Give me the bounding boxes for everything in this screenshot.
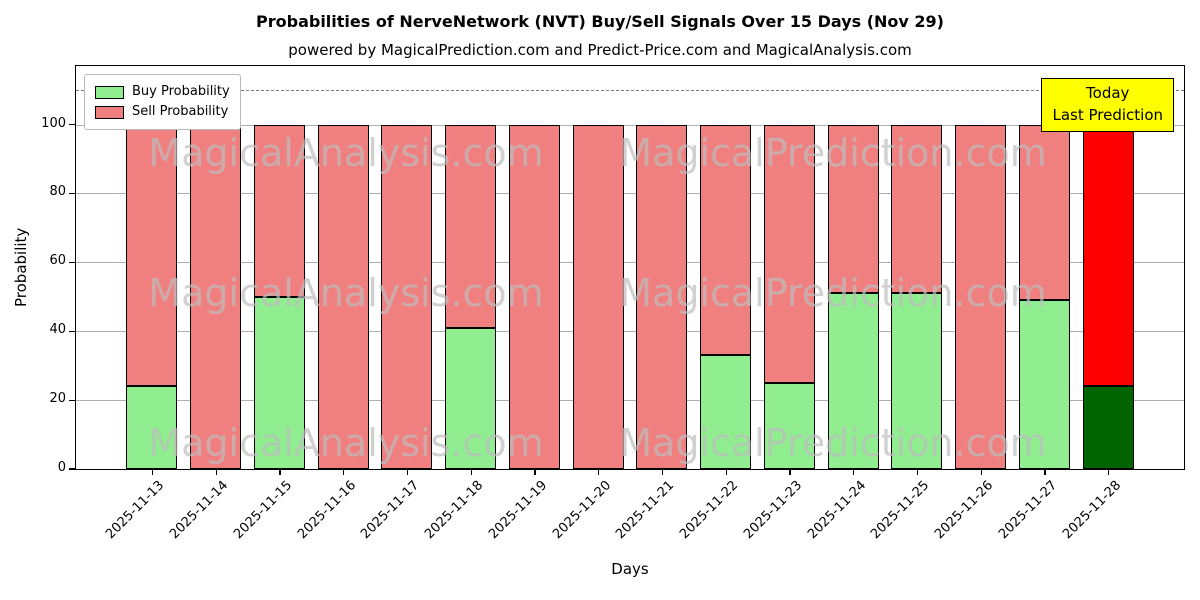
buy-bar-segment	[1082, 386, 1134, 469]
threshold-dashed-line	[76, 90, 1184, 92]
x-tick-label: 2025-11-16	[294, 478, 359, 543]
x-tick	[661, 469, 664, 475]
y-gridline	[76, 193, 1184, 195]
y-tick	[69, 468, 75, 470]
y-gridline	[76, 262, 1184, 264]
sell-bar-segment	[827, 124, 879, 294]
buy-bar-segment	[445, 327, 497, 469]
legend: Buy Probability Sell Probability	[84, 74, 241, 130]
sell-color-swatch	[95, 105, 124, 119]
x-tick-label: 2025-11-13	[103, 478, 168, 543]
x-tick	[151, 469, 154, 475]
x-tick-label: 2025-11-14	[167, 478, 232, 543]
y-tick-label: 20	[49, 391, 66, 407]
y-tick	[69, 192, 75, 195]
sell-bar-segment	[636, 124, 688, 469]
sell-bar-segment	[891, 124, 943, 294]
x-tick	[916, 469, 919, 475]
y-tick-label: 60	[49, 253, 66, 269]
today-annotation-box: Today Last Prediction	[1041, 78, 1174, 132]
sell-bar-segment	[126, 124, 178, 387]
sell-bar-segment	[955, 124, 1007, 469]
buy-bar-segment	[763, 382, 815, 469]
buy-bar-segment	[1018, 300, 1070, 469]
chart-subtitle: powered by MagicalPrediction.com and Pre…	[288, 41, 912, 59]
x-tick	[279, 469, 281, 475]
x-tick	[598, 469, 600, 475]
sell-bar-segment	[700, 124, 752, 356]
x-tick	[215, 469, 217, 475]
y-gridline	[76, 400, 1184, 402]
y-tick-label: 100	[41, 115, 66, 131]
x-tick-label: 2025-11-19	[485, 478, 550, 543]
y-gridline	[76, 124, 1184, 126]
x-tick	[853, 469, 855, 475]
x-tick-label: 2025-11-17	[358, 478, 423, 543]
x-tick-label: 2025-11-26	[932, 478, 997, 543]
x-axis-label: Days	[611, 560, 649, 578]
x-tick-label: 2025-11-25	[868, 478, 933, 543]
x-tick-label: 2025-11-22	[677, 478, 742, 543]
y-tick-label: 0	[57, 460, 66, 475]
sell-bar-segment	[253, 124, 305, 297]
x-tick-label: 2025-11-28	[1059, 478, 1124, 543]
x-tick-label: 2025-11-27	[995, 478, 1060, 543]
x-tick	[406, 469, 409, 475]
legend-item-sell: Sell Probability	[95, 102, 230, 122]
x-tick	[1044, 469, 1046, 475]
y-tick-label: 80	[49, 184, 66, 200]
chart-title: Probabilities of NerveNetwork (NVT) Buy/…	[256, 12, 944, 31]
sell-bar-segment	[572, 124, 624, 469]
x-tick	[343, 469, 345, 475]
x-tick-label: 2025-11-18	[422, 478, 487, 543]
legend-label-sell: Sell Probability	[132, 104, 229, 119]
sell-bar-segment	[381, 124, 433, 469]
legend-item-buy: Buy Probability	[95, 82, 230, 102]
y-gridline	[76, 331, 1184, 333]
y-tick	[69, 261, 75, 263]
buy-bar-segment	[700, 355, 752, 469]
buy-bar-segment	[827, 293, 879, 469]
sell-bar-segment	[763, 124, 815, 383]
y-tick	[69, 123, 75, 126]
x-tick	[1108, 469, 1110, 475]
legend-label-buy: Buy Probability	[132, 84, 230, 99]
x-tick-label: 2025-11-24	[804, 478, 869, 543]
sell-bar-segment	[1082, 124, 1134, 387]
buy-bar-segment	[126, 386, 178, 469]
y-tick	[69, 399, 75, 401]
buy-bar-segment	[891, 293, 943, 469]
x-tick	[725, 469, 727, 475]
y-tick	[69, 330, 75, 332]
annotation-line-2: Last Prediction	[1052, 105, 1163, 124]
x-tick-label: 2025-11-15	[230, 478, 295, 543]
sell-bar-segment	[508, 124, 560, 469]
sell-bar-segment	[317, 124, 369, 469]
buy-color-swatch	[95, 85, 124, 99]
y-tick-label: 40	[49, 322, 66, 338]
sell-bar-segment	[445, 124, 497, 328]
plot-area: MagicalAnalysis.com MagicalPrediction.com…	[41, 65, 1185, 542]
x-tick	[470, 469, 472, 475]
x-tick-label: 2025-11-21	[613, 478, 678, 543]
x-tick	[789, 469, 791, 475]
sell-bar-segment	[1018, 124, 1070, 301]
buy-bar-segment	[253, 296, 305, 469]
x-tick-label: 2025-11-23	[740, 478, 805, 543]
x-tick	[980, 469, 982, 475]
annotation-line-1: Today	[1086, 84, 1130, 102]
sell-bar-segment	[190, 124, 242, 469]
watermark-layer: MagicalAnalysis.com MagicalPrediction.com…	[76, 66, 1184, 469]
x-tick-label: 2025-11-20	[549, 478, 614, 543]
x-tick	[534, 469, 536, 475]
